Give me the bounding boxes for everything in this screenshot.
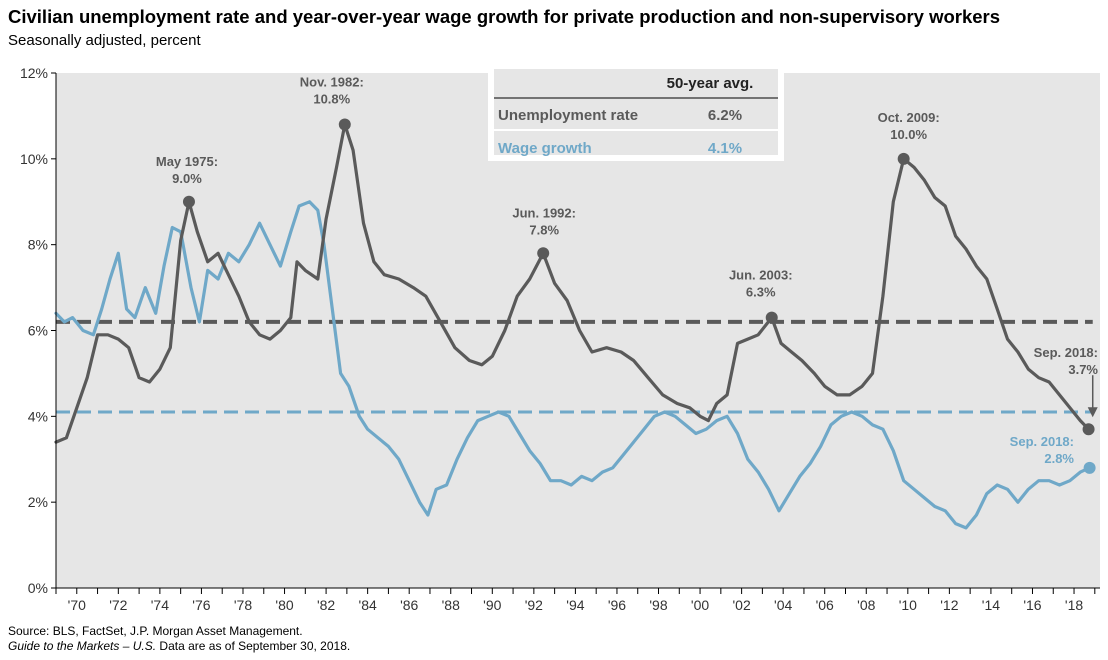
legend-box-inner bbox=[494, 69, 778, 155]
guide-note: Guide to the Markets – U.S. Data are as … bbox=[8, 639, 350, 653]
x-tick-label: '94 bbox=[566, 597, 584, 613]
as-of-note: Data are as of September 30, 2018. bbox=[156, 639, 351, 653]
legend-label-unemployment: Unemployment rate bbox=[498, 107, 638, 124]
x-tick-label: '98 bbox=[649, 597, 667, 613]
legend-value-unemployment: 6.2% bbox=[708, 107, 742, 124]
annotation-value: 10.8% bbox=[313, 92, 350, 107]
legend-header: 50-year avg. bbox=[667, 75, 754, 92]
annotation-value: 3.7% bbox=[1068, 362, 1098, 377]
x-tick-label: '18 bbox=[1065, 597, 1083, 613]
annotation-value: 6.3% bbox=[746, 285, 776, 300]
peak-marker bbox=[537, 247, 550, 260]
annotation-arrow-head bbox=[1087, 407, 1098, 418]
peak-marker bbox=[765, 311, 778, 324]
annotation-date: Nov. 1982: bbox=[300, 75, 364, 90]
annotations: May 1975: 9.0% Nov. 1982: 10.8% Jun. 1992: 7.… bbox=[156, 75, 1098, 474]
y-tick-label: 2% bbox=[28, 494, 48, 510]
x-tick-label: '84 bbox=[359, 597, 377, 613]
annotation-date: Oct. 2009: bbox=[878, 110, 940, 125]
x-tick-label: '82 bbox=[317, 597, 335, 613]
axes: 0% 2% 4% 6% 8% 10% 12% '70 '72 '74 '76 '78 '80 '82 '84… bbox=[20, 65, 1100, 613]
y-tick-label: 4% bbox=[28, 408, 48, 424]
y-tick-label: 12% bbox=[20, 65, 48, 81]
guide-title: Guide to the Markets – U.S. bbox=[8, 639, 157, 653]
x-tick-label: '78 bbox=[234, 597, 252, 613]
unemployment-rate-line bbox=[54, 122, 1091, 444]
y-tick-label: 10% bbox=[20, 151, 48, 167]
legend-box: 50-year avg. Unemployment rate 6.2% Wage gr… bbox=[488, 63, 784, 161]
x-tick-label: '12 bbox=[940, 597, 958, 613]
annotation-value: 2.8% bbox=[1044, 451, 1074, 466]
x-tick-label: '80 bbox=[275, 597, 293, 613]
annotation-date: Jun. 1992: bbox=[512, 205, 576, 220]
x-tick-label: '02 bbox=[732, 597, 750, 613]
x-tick-label: '10 bbox=[899, 597, 917, 613]
legend-label-wage: Wage growth bbox=[498, 140, 592, 157]
peak-marker bbox=[182, 195, 195, 208]
series-lines bbox=[54, 122, 1092, 530]
peak-marker bbox=[1082, 423, 1095, 436]
average-lines bbox=[56, 319, 1093, 414]
annotation-value: 9.0% bbox=[172, 171, 202, 186]
x-tick-label: '70 bbox=[68, 597, 86, 613]
annotation-date: May 1975: bbox=[156, 154, 218, 169]
x-tick-label: '86 bbox=[400, 597, 418, 613]
chart-subtitle: Seasonally adjusted, percent bbox=[8, 32, 201, 49]
x-tick-label: '76 bbox=[192, 597, 210, 613]
annotation-date: Sep. 2018: bbox=[1034, 345, 1098, 360]
legend-value-wage: 4.1% bbox=[708, 140, 742, 157]
x-tick-label: '08 bbox=[857, 597, 875, 613]
annotation-date: Sep. 2018: bbox=[1010, 434, 1074, 449]
x-tick-label: '06 bbox=[816, 597, 834, 613]
x-tick-label: '00 bbox=[691, 597, 709, 613]
y-tick-label: 8% bbox=[28, 237, 48, 253]
annotation-value: 7.8% bbox=[529, 222, 559, 237]
x-tick-label: '96 bbox=[608, 597, 626, 613]
x-tick-label: '16 bbox=[1023, 597, 1041, 613]
chart-title: Civilian unemployment rate and year-over… bbox=[8, 6, 1001, 27]
x-tick-label: '74 bbox=[151, 597, 169, 613]
annotation-date: Jun. 2003: bbox=[729, 268, 793, 283]
annotation-value: 10.0% bbox=[890, 127, 927, 142]
peak-marker bbox=[897, 152, 910, 165]
x-tick-label: '04 bbox=[774, 597, 792, 613]
x-tick-label: '72 bbox=[109, 597, 127, 613]
x-tick-label: '14 bbox=[982, 597, 1000, 613]
peak-marker bbox=[1083, 461, 1096, 474]
wage-growth-line bbox=[54, 200, 1092, 530]
x-tick-label: '92 bbox=[525, 597, 543, 613]
x-tick-label: '90 bbox=[483, 597, 501, 613]
x-tick-label: '88 bbox=[442, 597, 460, 613]
y-tick-label: 0% bbox=[28, 580, 48, 596]
y-tick-label: 6% bbox=[28, 323, 48, 339]
source-note: Source: BLS, FactSet, J.P. Morgan Asset … bbox=[8, 624, 303, 638]
peak-marker bbox=[338, 118, 351, 131]
